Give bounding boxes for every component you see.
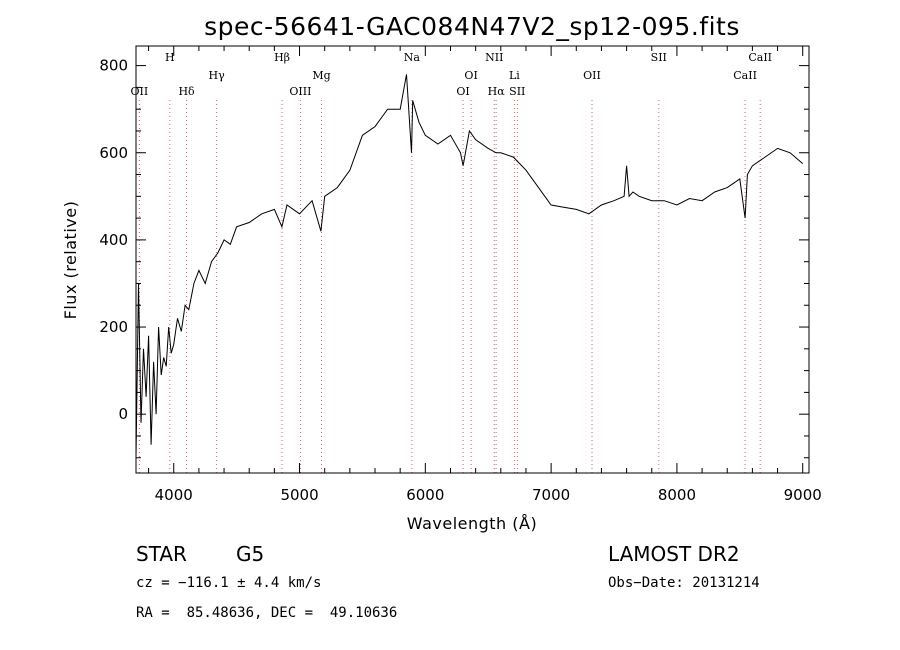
x-tick-label: 9000 bbox=[784, 486, 822, 504]
chart-title: spec-56641-GAC084N47V2_sp12-095.fits bbox=[204, 12, 740, 41]
y-axis: 0 200 400 600 800 bbox=[99, 57, 809, 459]
line-marker-label: Li bbox=[509, 69, 520, 82]
line-marker-label: OII bbox=[583, 69, 601, 82]
obs-date-text: Obs−Date: 20131214 bbox=[608, 575, 760, 591]
line-marker-label: OI bbox=[464, 69, 477, 82]
x-axis: 4000 5000 6000 7000 8000 9000 bbox=[148, 46, 822, 504]
line-marker-label: NII bbox=[485, 51, 503, 64]
line-marker-label: Na bbox=[404, 51, 421, 64]
line-marker-label: CaII bbox=[733, 69, 757, 82]
x-tick-label: 8000 bbox=[658, 486, 696, 504]
subclass-label: G5 bbox=[236, 542, 265, 566]
plot-frame bbox=[135, 45, 810, 474]
x-tick-label: 4000 bbox=[155, 486, 193, 504]
x-axis-label: Wavelength (Å) bbox=[407, 514, 537, 533]
line-marker-label: OIII bbox=[289, 85, 311, 98]
redshift-text: cz = −116.1 ± 4.4 km/s bbox=[136, 575, 322, 591]
y-tick-label: 600 bbox=[99, 144, 128, 162]
line-marker-label: Hγ bbox=[209, 69, 226, 82]
class-label: STAR bbox=[136, 542, 187, 566]
survey-label: LAMOST DR2 bbox=[608, 542, 740, 566]
coordinates-text: RA = 85.48636, DEC = 49.10636 bbox=[136, 605, 398, 621]
line-marker-label: SII bbox=[509, 85, 525, 98]
x-tick-label: 6000 bbox=[406, 486, 444, 504]
y-tick-label: 0 bbox=[118, 405, 128, 423]
y-tick-label: 800 bbox=[99, 57, 128, 75]
line-marker-label: SII bbox=[651, 51, 667, 64]
line-marker-label: Mg bbox=[312, 69, 330, 82]
y-tick-label: 400 bbox=[99, 231, 128, 249]
y-tick-label: 200 bbox=[99, 318, 128, 336]
line-marker-label: Hβ bbox=[274, 51, 290, 64]
line-marker-label: Hδ bbox=[178, 85, 195, 98]
line-marker-label: H bbox=[165, 51, 175, 64]
x-tick-label: 7000 bbox=[532, 486, 570, 504]
y-axis-label: Flux (relative) bbox=[61, 201, 80, 320]
line-marker-label: Hα bbox=[488, 85, 506, 98]
line-marker-label: OI bbox=[456, 85, 469, 98]
spectrum-line bbox=[135, 74, 804, 458]
line-marker-label: OII bbox=[131, 85, 149, 98]
line-marker-label: CaII bbox=[748, 51, 772, 64]
x-tick-label: 5000 bbox=[280, 486, 318, 504]
